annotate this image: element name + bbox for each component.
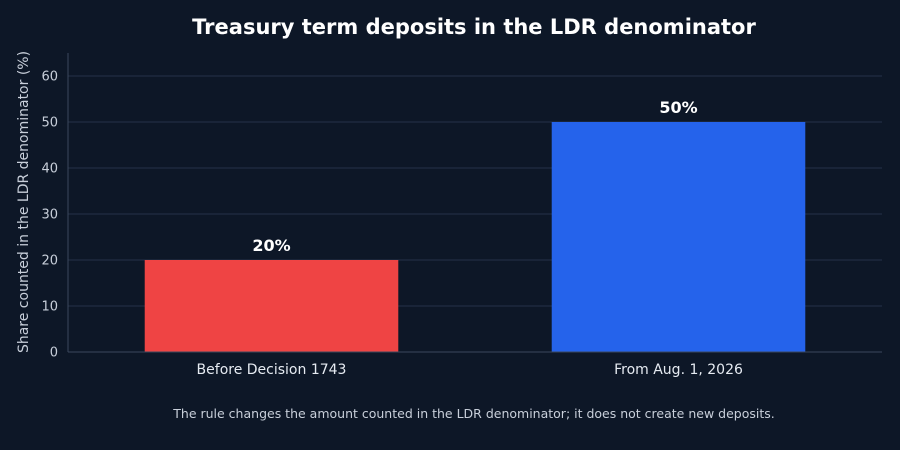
bar	[144, 260, 399, 352]
chart-title: Treasury term deposits in the LDR denomi…	[192, 15, 756, 39]
y-tick-label: 0	[50, 346, 58, 361]
y-axis-ticks: 0 10 20 30 40 50 60	[41, 70, 58, 361]
bars	[144, 122, 806, 352]
x-category-label: Before Decision 1743	[197, 362, 347, 378]
bar-value-label: 20%	[252, 236, 290, 255]
y-axis-title: Share counted in the LDR denominator (%)	[16, 51, 32, 353]
y-tick-label: 10	[41, 300, 58, 315]
y-tick-label: 60	[41, 70, 58, 85]
x-category-label: From Aug. 1, 2026	[614, 362, 743, 378]
bar-value-label: 50%	[659, 98, 697, 117]
y-tick-label: 20	[41, 254, 58, 269]
y-tick-label: 40	[41, 162, 58, 177]
bar	[551, 122, 806, 352]
data-labels: 20% 50%	[252, 98, 697, 255]
y-tick-label: 30	[41, 208, 58, 223]
y-tick-label: 50	[41, 116, 58, 131]
footnote: The rule changes the amount counted in t…	[172, 406, 774, 421]
x-axis-categories: Before Decision 1743 From Aug. 1, 2026	[197, 362, 743, 378]
